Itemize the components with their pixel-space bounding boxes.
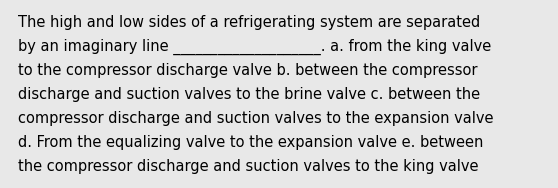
Text: compressor discharge and suction valves to the expansion valve: compressor discharge and suction valves … <box>18 111 493 126</box>
Text: discharge and suction valves to the brine valve c. between the: discharge and suction valves to the brin… <box>18 87 480 102</box>
Text: d. From the equalizing valve to the expansion valve e. between: d. From the equalizing valve to the expa… <box>18 135 483 150</box>
Text: The high and low sides of a refrigerating system are separated: The high and low sides of a refrigeratin… <box>18 15 480 30</box>
Text: by an imaginary line ____________________. a. from the king valve: by an imaginary line ___________________… <box>18 39 491 55</box>
Text: the compressor discharge and suction valves to the king valve: the compressor discharge and suction val… <box>18 159 479 174</box>
Text: to the compressor discharge valve b. between the compressor: to the compressor discharge valve b. bet… <box>18 63 478 78</box>
